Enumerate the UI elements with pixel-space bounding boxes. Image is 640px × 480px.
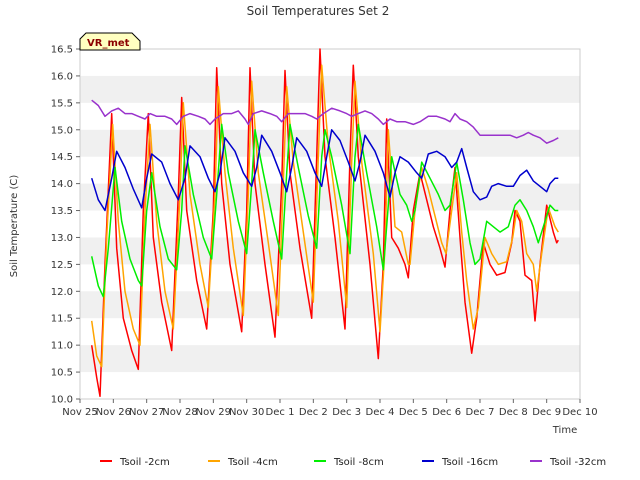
y-tick-label: 13.0 [51,233,73,244]
y-tick-label: 14.5 [51,152,73,163]
series-lines [90,48,559,398]
y-tick-label: 11.5 [51,314,73,325]
series-line-tsoil-4cm [90,64,559,368]
y-tick-label: 12.5 [51,260,73,271]
x-tick-label: Dec 7 [466,407,495,418]
legend-label-tsoil-8cm: Tsoil -8cm [333,457,384,468]
legend: Tsoil -2cm Tsoil -4cm Tsoil -8cm Tsoil -16c… [100,457,606,468]
y-axis-title: Soil Temperature (C) [9,175,20,278]
chart-title: Soil Temperatures Set 2 [247,4,390,18]
x-tick-label: Nov 26 [96,407,131,418]
x-tick-label: Dec 3 [332,407,361,418]
legend-label-tsoil-32cm: Tsoil -32cm [549,457,606,468]
y-tick-label: 11.0 [51,341,73,352]
y-tick-label: 12.0 [51,287,73,298]
y-tick-label: 16.5 [51,45,73,56]
grid-band [80,75,580,103]
x-tick-label: Nov 29 [196,407,231,418]
plot-area-border [79,48,581,400]
badge-box [79,32,141,51]
series-line-tsoil-16cm [90,129,559,212]
series-line-tsoil-32cm [91,99,559,144]
x-tick-label: Dec 9 [532,407,561,418]
y-tick-label: 13.5 [51,206,73,217]
y-tick-label: 14.0 [51,179,73,190]
y-tick-label: 10.0 [51,395,73,406]
y-tick-label: 15.5 [51,98,73,109]
badge-label: VR_met [87,38,130,49]
y-tick-label: 16.0 [51,71,73,82]
x-tick-label: Dec 1 [266,407,295,418]
x-tick-label: Nov 28 [162,407,197,418]
x-tick-label: Dec 6 [432,407,461,418]
legend-label-tsoil-2cm: Tsoil -2cm [119,457,170,468]
y-tick-label: 15.0 [51,125,73,136]
x-axis-title: Time [552,425,577,436]
series-line-tsoil-8cm [90,123,559,298]
grid-band [80,345,580,373]
x-tick-label: Nov 30 [229,407,264,418]
x-tick-label: Dec 5 [399,407,428,418]
y-axis-ticks: 10.0 10.5 11.0 11.5 12.0 12.5 13.0 13.5 14.0 14.5… [51,45,80,406]
x-tick-label: Dec 4 [366,407,395,418]
series-line-tsoil-2cm [90,48,559,398]
legend-label-tsoil-4cm: Tsoil -4cm [227,457,278,468]
x-tick-label: Nov 27 [129,407,164,418]
background-bands [80,75,580,373]
vr-met-badge: VR_met [79,32,141,51]
x-tick-label: Dec 8 [499,407,528,418]
legend-label-tsoil-16cm: Tsoil -16cm [441,457,498,468]
x-tick-label: Dec 10 [562,407,597,418]
y-tick-label: 10.5 [51,368,73,379]
x-tick-label: Nov 25 [62,407,97,418]
grid-band [80,291,580,319]
x-tick-label: Dec 2 [299,407,328,418]
